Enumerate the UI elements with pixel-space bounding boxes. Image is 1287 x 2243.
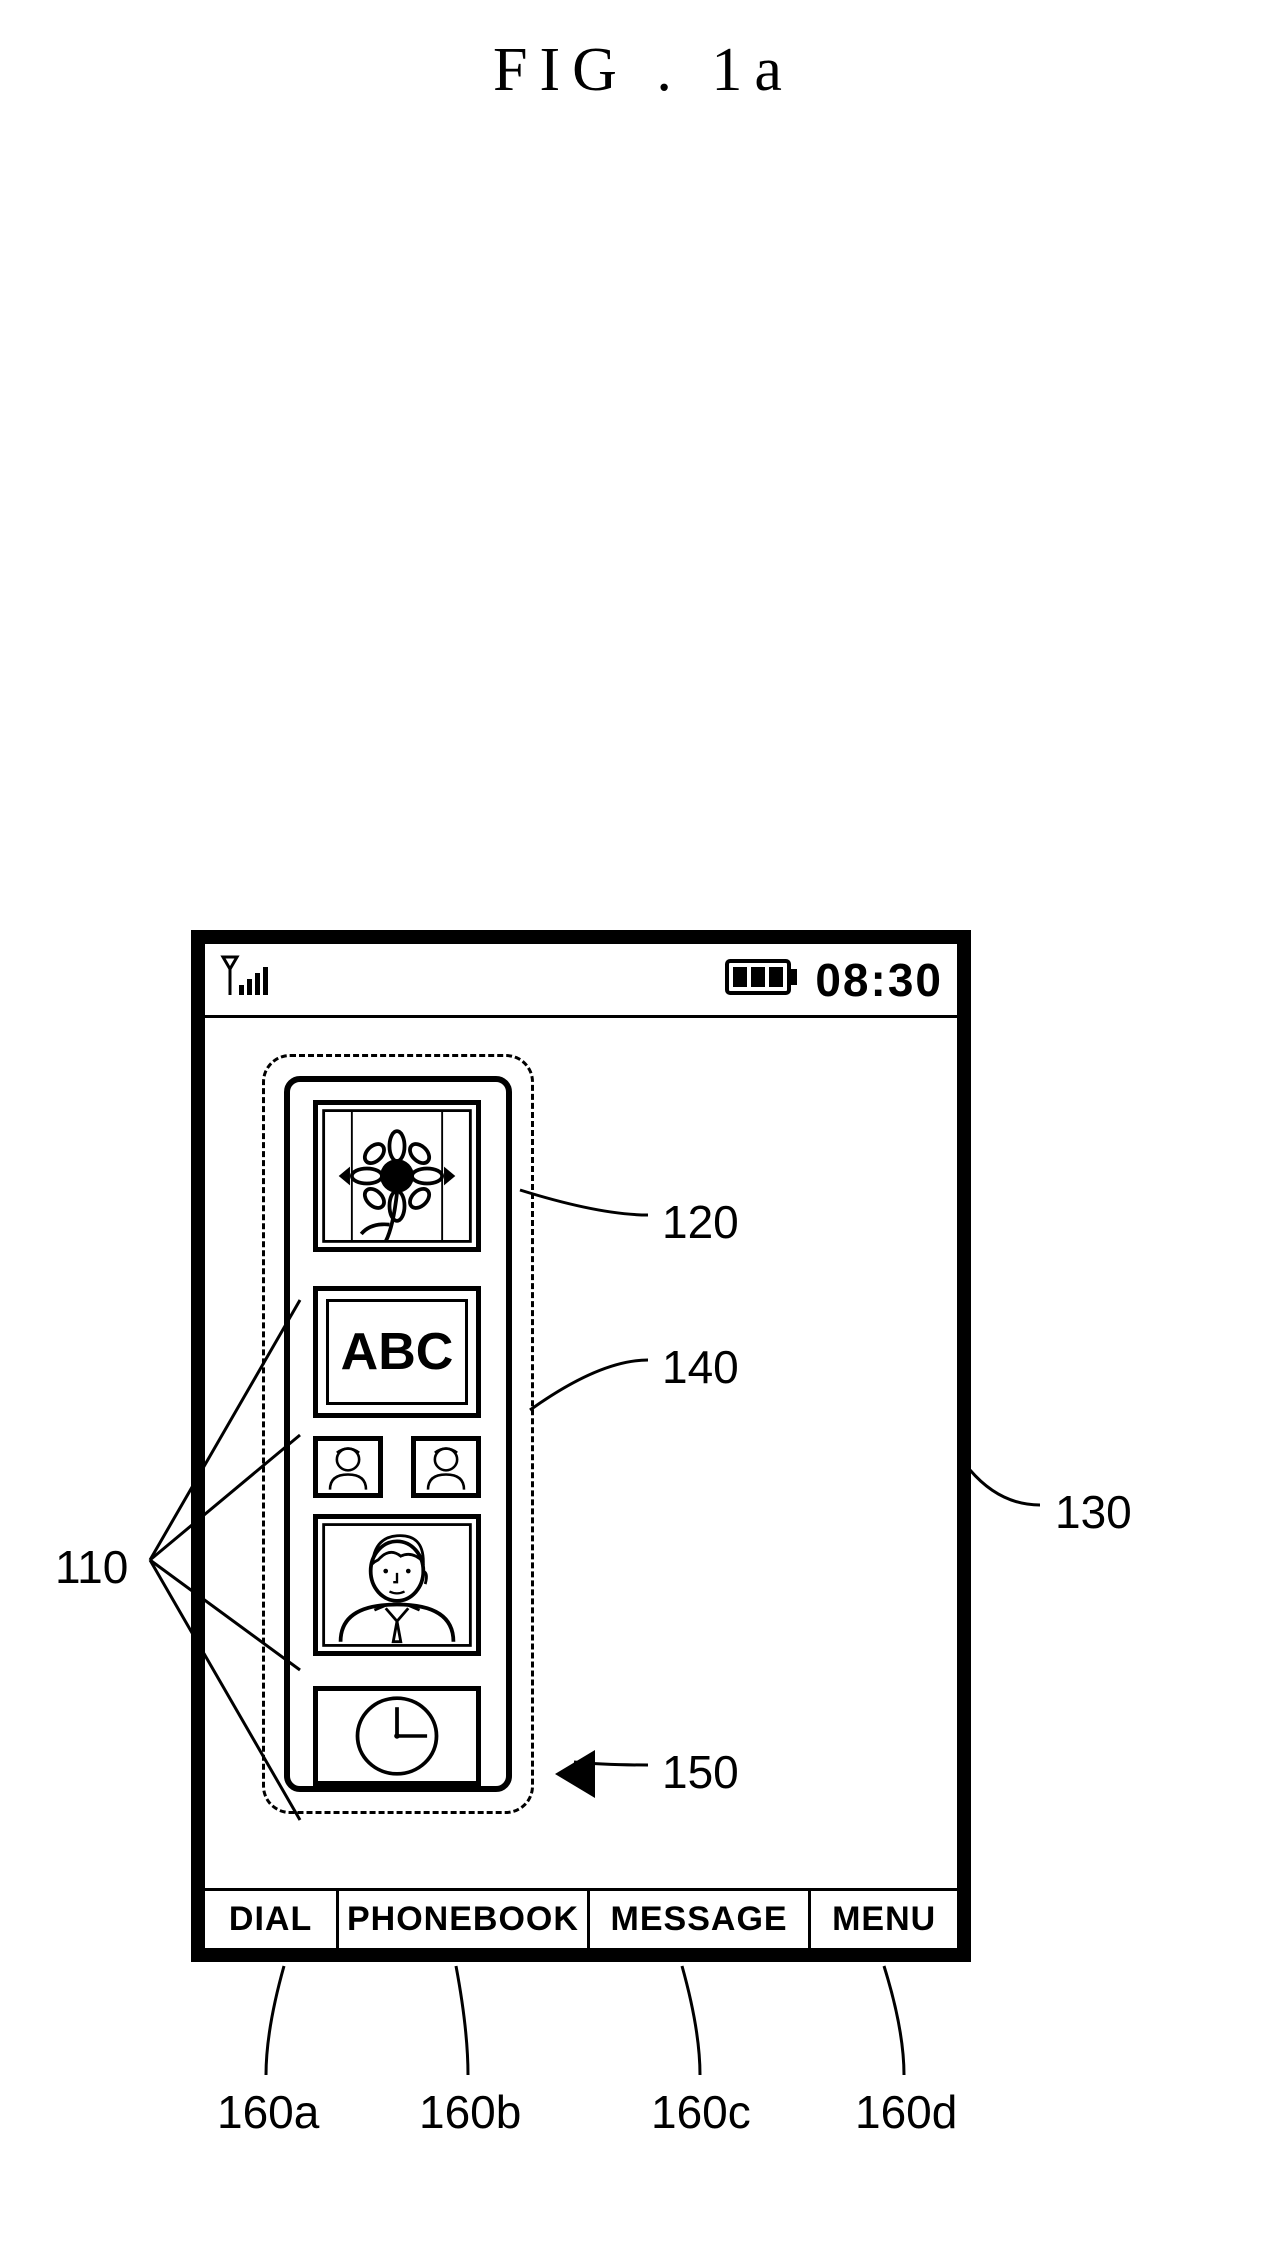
softkey-dial[interactable]: DIAL — [205, 1891, 336, 1948]
tray-close-arrow-icon[interactable] — [553, 1748, 597, 1805]
thumbnail-widget-right[interactable] — [411, 1436, 481, 1498]
bottom-bar: DIAL PHONEBOOK MESSAGE MENU — [205, 1888, 957, 1948]
ref-label-160d: 160d — [855, 2085, 957, 2139]
ref-label-160b: 160b — [419, 2085, 521, 2139]
status-bar: 08:30 — [205, 944, 957, 1018]
battery-icon — [725, 957, 799, 1002]
ref-label-140: 140 — [662, 1340, 739, 1394]
ref-label-130: 130 — [1055, 1485, 1132, 1539]
gallery-widget[interactable] — [313, 1100, 481, 1252]
thumbnail-widget-left[interactable] — [313, 1436, 383, 1498]
ref-label-120: 120 — [662, 1195, 739, 1249]
softkey-menu[interactable]: MENU — [808, 1891, 957, 1948]
text-widget-label: ABC — [341, 1322, 454, 1382]
ref-label-150: 150 — [662, 1745, 739, 1799]
contact-widget[interactable] — [313, 1514, 481, 1656]
clock-widget[interactable] — [313, 1686, 481, 1786]
softkey-phonebook[interactable]: PHONEBOOK — [336, 1891, 587, 1948]
text-widget[interactable]: ABC — [313, 1286, 481, 1418]
ref-label-160c: 160c — [651, 2085, 751, 2139]
signal-icon — [219, 955, 271, 1004]
ref-label-160a: 160a — [217, 2085, 319, 2139]
status-time: 08:30 — [815, 953, 943, 1007]
phone-frame: 08:30 DIAL PHONEBOOK MESSAGE MENU — [191, 930, 971, 1962]
ref-label-110: 110 — [55, 1540, 128, 1594]
softkey-message[interactable]: MESSAGE — [587, 1891, 809, 1948]
figure-title: FIG . 1a — [0, 35, 1287, 106]
